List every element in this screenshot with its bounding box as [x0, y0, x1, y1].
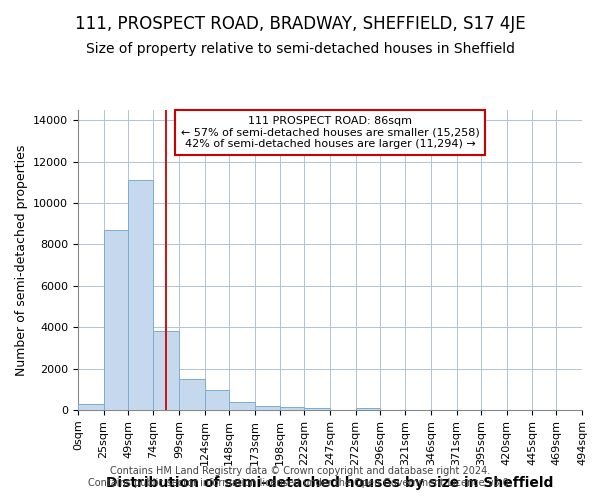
Bar	[254, 406, 280, 410]
Bar	[229, 402, 254, 410]
Text: Size of property relative to semi-detached houses in Sheffield: Size of property relative to semi-detach…	[86, 42, 515, 56]
Y-axis label: Number of semi-detached properties: Number of semi-detached properties	[14, 144, 28, 376]
Bar	[128, 180, 154, 410]
Text: 111, PROSPECT ROAD, BRADWAY, SHEFFIELD, S17 4JE: 111, PROSPECT ROAD, BRADWAY, SHEFFIELD, …	[74, 15, 526, 33]
Bar	[104, 230, 128, 410]
Bar	[304, 408, 330, 410]
Bar	[154, 332, 179, 410]
Bar	[205, 390, 229, 410]
Bar	[356, 408, 380, 410]
Bar	[280, 407, 304, 410]
Bar	[179, 379, 205, 410]
X-axis label: Distribution of semi-detached houses by size in Sheffield: Distribution of semi-detached houses by …	[106, 476, 554, 490]
Bar	[78, 404, 104, 410]
Text: Contains HM Land Registry data © Crown copyright and database right 2024.
Contai: Contains HM Land Registry data © Crown c…	[88, 466, 512, 487]
Text: 111 PROSPECT ROAD: 86sqm
← 57% of semi-detached houses are smaller (15,258)
42% : 111 PROSPECT ROAD: 86sqm ← 57% of semi-d…	[181, 116, 479, 149]
